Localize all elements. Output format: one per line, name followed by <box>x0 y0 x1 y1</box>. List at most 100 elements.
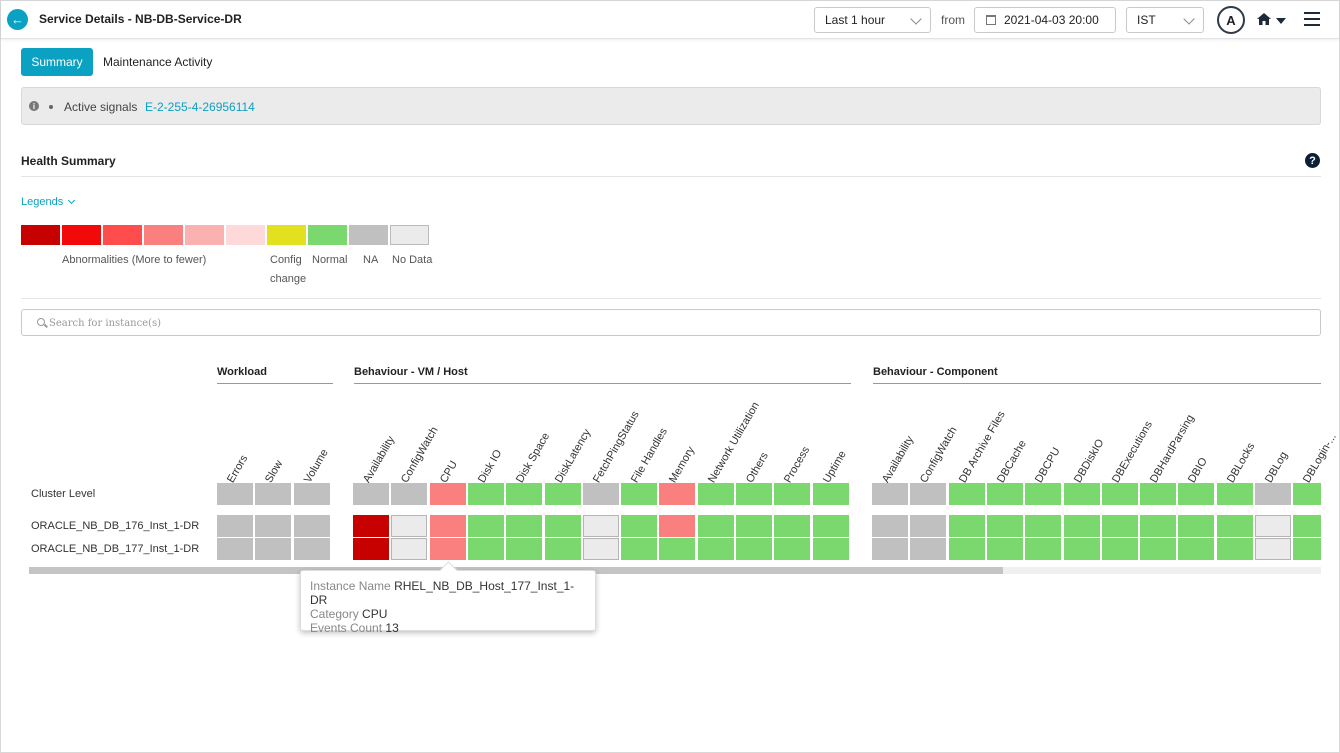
hamburger-menu-icon[interactable] <box>1304 12 1320 26</box>
health-cell[interactable] <box>391 515 428 537</box>
health-cell[interactable] <box>659 538 696 560</box>
health-cell[interactable] <box>872 483 908 505</box>
health-cell[interactable] <box>621 483 658 505</box>
health-cell[interactable] <box>506 483 543 505</box>
back-arrow-icon[interactable]: ← <box>7 9 28 30</box>
health-cell[interactable] <box>391 538 428 560</box>
health-cell[interactable] <box>774 515 811 537</box>
health-cell[interactable] <box>1140 515 1177 537</box>
health-cell[interactable] <box>217 483 253 505</box>
health-cell[interactable] <box>774 483 811 505</box>
health-cell[interactable] <box>255 515 292 537</box>
health-cell[interactable] <box>812 515 849 537</box>
health-cell[interactable] <box>582 538 619 560</box>
health-cell[interactable] <box>353 515 389 537</box>
health-cell[interactable] <box>621 515 658 537</box>
health-cell[interactable] <box>1025 538 1062 560</box>
health-cell[interactable] <box>467 515 504 537</box>
health-cell[interactable] <box>1255 538 1291 560</box>
health-cell[interactable] <box>697 483 734 505</box>
health-cell[interactable] <box>1255 515 1291 537</box>
time-range-dropdown[interactable]: Last 1 hour <box>814 7 931 33</box>
health-cell[interactable] <box>1216 515 1253 537</box>
health-cell[interactable] <box>217 538 253 560</box>
health-cell[interactable] <box>736 538 772 560</box>
health-cell[interactable] <box>1140 483 1177 505</box>
home-dropdown-caret-icon[interactable] <box>1276 18 1286 24</box>
health-cell[interactable] <box>872 515 908 537</box>
health-cell[interactable] <box>544 483 581 505</box>
health-cell[interactable] <box>736 515 772 537</box>
health-cell[interactable] <box>1255 483 1291 505</box>
health-cell[interactable] <box>467 483 504 505</box>
health-cell[interactable] <box>812 483 849 505</box>
health-cell[interactable] <box>1178 515 1215 537</box>
health-cell[interactable] <box>948 515 985 537</box>
health-cell[interactable] <box>986 538 1023 560</box>
instance-row-label[interactable]: ORACLE_NB_DB_176_Inst_1-DR <box>31 520 200 532</box>
health-cell[interactable] <box>582 483 619 505</box>
health-cell[interactable] <box>255 483 292 505</box>
health-cell[interactable] <box>948 483 985 505</box>
health-cell[interactable] <box>293 515 330 537</box>
health-cell[interactable] <box>544 538 581 560</box>
health-cell[interactable] <box>429 538 466 560</box>
tab-summary[interactable]: Summary <box>21 48 93 76</box>
health-cell[interactable] <box>1063 538 1100 560</box>
health-cell[interactable] <box>1216 538 1253 560</box>
health-cell[interactable] <box>986 483 1023 505</box>
health-cell[interactable] <box>1216 483 1253 505</box>
health-cell[interactable] <box>812 538 849 560</box>
instance-row-label[interactable]: ORACLE_NB_DB_177_Inst_1-DR <box>31 543 200 555</box>
health-cell[interactable] <box>1140 538 1177 560</box>
health-cell[interactable] <box>910 483 947 505</box>
health-cell[interactable] <box>1063 515 1100 537</box>
health-cell[interactable] <box>910 515 947 537</box>
instance-search-input[interactable] <box>49 314 1249 332</box>
legends-toggle[interactable]: Legends <box>21 196 76 208</box>
health-cell[interactable] <box>1101 515 1138 537</box>
health-cell[interactable] <box>1178 538 1215 560</box>
date-picker[interactable]: 2021-04-03 20:00 <box>974 7 1116 33</box>
health-cell[interactable] <box>910 538 947 560</box>
health-cell[interactable] <box>736 483 772 505</box>
health-cell[interactable] <box>697 538 734 560</box>
health-cell[interactable] <box>659 515 696 537</box>
health-cell[interactable] <box>429 483 466 505</box>
health-cell[interactable] <box>217 515 253 537</box>
health-cell[interactable] <box>255 538 292 560</box>
health-cell[interactable] <box>1101 538 1138 560</box>
health-cell[interactable] <box>774 538 811 560</box>
health-cell[interactable] <box>506 538 543 560</box>
health-cell[interactable] <box>544 515 581 537</box>
health-cell[interactable] <box>1101 483 1138 505</box>
health-cell[interactable] <box>293 483 330 505</box>
health-cell[interactable] <box>697 515 734 537</box>
health-cell[interactable] <box>621 538 658 560</box>
health-cell[interactable] <box>1025 515 1062 537</box>
instance-search-box[interactable] <box>21 309 1321 336</box>
health-cell[interactable] <box>467 538 504 560</box>
health-cell[interactable] <box>948 538 985 560</box>
health-cell[interactable] <box>1293 538 1321 560</box>
health-cell[interactable] <box>293 538 330 560</box>
health-cell[interactable] <box>1293 515 1321 537</box>
health-cell[interactable] <box>582 515 619 537</box>
health-cell[interactable] <box>391 483 428 505</box>
health-cell[interactable] <box>1293 483 1321 505</box>
health-cell[interactable] <box>659 483 696 505</box>
health-cell[interactable] <box>1063 483 1100 505</box>
health-cell[interactable] <box>986 515 1023 537</box>
health-cell[interactable] <box>1025 483 1062 505</box>
health-cell[interactable] <box>429 515 466 537</box>
health-cell[interactable] <box>353 483 389 505</box>
help-icon[interactable]: ? <box>1305 153 1320 168</box>
home-icon[interactable] <box>1257 13 1271 25</box>
health-cell[interactable] <box>1178 483 1215 505</box>
active-signal-link[interactable]: E-2-255-4-26956114 <box>145 100 255 114</box>
health-cell[interactable] <box>872 538 908 560</box>
health-cell[interactable] <box>353 538 389 560</box>
avatar[interactable]: A <box>1217 6 1245 34</box>
tab-maintenance-activity[interactable]: Maintenance Activity <box>103 55 213 69</box>
timezone-dropdown[interactable]: IST <box>1126 7 1204 33</box>
